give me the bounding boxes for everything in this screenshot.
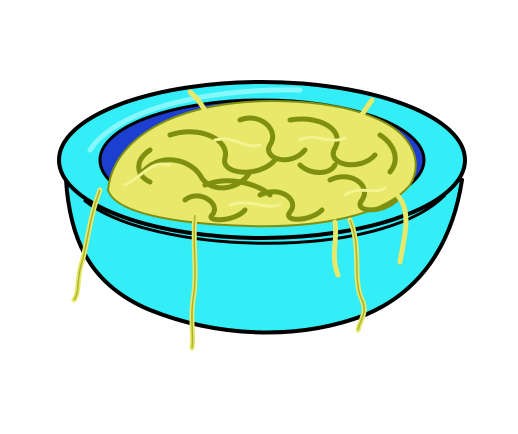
- bowl-rim-lower-band: [83, 193, 447, 245]
- noodle-strand-top-left: [187, 89, 213, 123]
- noodle-strand-middle: [331, 219, 341, 278]
- noodle-strand-top-right: [353, 97, 375, 125]
- noodle-strand-right: [395, 193, 409, 265]
- bowl-rim-highlight: [87, 87, 303, 153]
- hanging-noodle-outlines: [73, 189, 365, 349]
- noodle-squiggles: [136, 115, 401, 223]
- noodle-strands-top: [123, 135, 387, 208]
